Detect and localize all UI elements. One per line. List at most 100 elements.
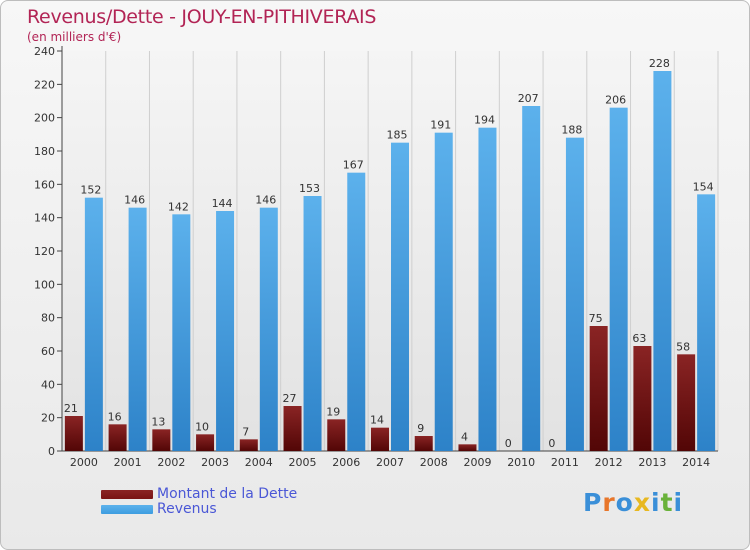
x-tick-label: 2011 bbox=[551, 456, 579, 469]
bar-dette bbox=[108, 424, 127, 451]
value-label-dette: 14 bbox=[370, 414, 384, 427]
bar-revenus bbox=[303, 196, 322, 451]
x-tick-label: 2008 bbox=[420, 456, 448, 469]
chart-title: Revenus/Dette - JOUY-EN-PITHIVERAIS bbox=[27, 6, 377, 28]
value-label-dette: 75 bbox=[589, 312, 603, 325]
bar-revenus bbox=[172, 214, 191, 451]
legend-swatch-dette bbox=[101, 490, 153, 499]
bar-revenus bbox=[609, 107, 628, 452]
value-label-dette: 21 bbox=[64, 402, 78, 415]
bar-revenus bbox=[478, 127, 497, 452]
x-tick-label: 2000 bbox=[70, 456, 98, 469]
x-tick-label: 2002 bbox=[157, 456, 185, 469]
x-tick-label: 2009 bbox=[463, 456, 491, 469]
value-label-revenus: 144 bbox=[212, 197, 233, 210]
bar-dette bbox=[371, 427, 389, 451]
x-tick-label: 2003 bbox=[201, 456, 229, 469]
x-tick-label: 2006 bbox=[332, 456, 360, 469]
bar-revenus bbox=[697, 194, 716, 452]
value-label-dette: 0 bbox=[548, 437, 555, 450]
value-label-revenus: 153 bbox=[299, 182, 320, 195]
x-tick-label: 2012 bbox=[595, 456, 623, 469]
y-tick-label: 20 bbox=[41, 412, 55, 425]
value-label-revenus: 146 bbox=[124, 194, 145, 207]
logo-letter: i bbox=[673, 488, 684, 517]
y-tick-label: 100 bbox=[34, 278, 55, 291]
bar-dette bbox=[239, 439, 258, 451]
value-label-revenus: 142 bbox=[168, 200, 189, 213]
legend-swatch-revenus bbox=[101, 505, 153, 514]
bar-revenus bbox=[259, 207, 278, 451]
y-tick-label: 40 bbox=[41, 378, 55, 391]
logo-letter: t bbox=[660, 488, 674, 517]
bar-dette bbox=[152, 429, 171, 451]
logo-letter: r bbox=[602, 488, 616, 517]
value-label-dette: 58 bbox=[676, 340, 690, 353]
bar-dette bbox=[64, 416, 83, 451]
bar-dette bbox=[677, 354, 696, 451]
bar-dette bbox=[196, 434, 215, 451]
value-label-revenus: 207 bbox=[518, 92, 539, 105]
logo-letter: o bbox=[615, 488, 634, 517]
bar-revenus bbox=[347, 172, 366, 451]
y-tick-label: 160 bbox=[34, 178, 55, 191]
value-label-dette: 9 bbox=[417, 422, 424, 435]
value-label-dette: 27 bbox=[283, 392, 297, 405]
value-label-revenus: 152 bbox=[80, 184, 101, 197]
bar-dette bbox=[327, 419, 346, 451]
bar-revenus bbox=[653, 71, 672, 451]
value-label-dette: 10 bbox=[195, 420, 209, 433]
y-tick-label: 80 bbox=[41, 312, 55, 325]
value-label-revenus: 191 bbox=[430, 119, 451, 132]
logo-letter: P bbox=[583, 488, 603, 517]
proxiti-logo: Proxiti bbox=[583, 488, 683, 517]
x-tick-label: 2014 bbox=[682, 456, 710, 469]
bar-revenus bbox=[84, 197, 103, 451]
x-tick-label: 2007 bbox=[376, 456, 404, 469]
legend-label-dette: Montant de la Dette bbox=[157, 486, 298, 502]
bar-dette bbox=[589, 326, 608, 451]
value-label-dette: 4 bbox=[461, 430, 468, 443]
x-tick-label: 2001 bbox=[114, 456, 142, 469]
bar-revenus bbox=[434, 132, 453, 451]
value-label-revenus: 146 bbox=[255, 194, 276, 207]
value-label-revenus: 167 bbox=[343, 159, 364, 172]
y-tick-label: 60 bbox=[41, 345, 55, 358]
bar-dette bbox=[283, 406, 302, 451]
chart-subtitle: (en milliers d'€) bbox=[27, 30, 122, 44]
bar-revenus bbox=[522, 106, 541, 451]
x-tick-label: 2004 bbox=[245, 456, 273, 469]
x-tick-label: 2005 bbox=[289, 456, 317, 469]
legend-label-revenus: Revenus bbox=[157, 501, 217, 517]
y-tick-label: 240 bbox=[34, 45, 55, 58]
value-label-dette: 63 bbox=[632, 332, 646, 345]
logo-letter: x bbox=[633, 488, 651, 517]
x-tick-label: 2010 bbox=[507, 456, 535, 469]
value-label-revenus: 194 bbox=[474, 114, 495, 127]
bar-revenus bbox=[565, 137, 584, 451]
value-label-dette: 7 bbox=[242, 425, 249, 438]
bar-revenus bbox=[128, 207, 147, 451]
y-tick-label: 180 bbox=[34, 145, 55, 158]
bar-dette bbox=[414, 436, 433, 451]
y-tick-label: 0 bbox=[48, 445, 55, 458]
value-label-dette: 16 bbox=[108, 410, 122, 423]
bar-revenus bbox=[216, 211, 235, 451]
x-tick-label: 2013 bbox=[638, 456, 666, 469]
value-label-revenus: 206 bbox=[605, 94, 626, 107]
value-label-revenus: 188 bbox=[561, 124, 582, 137]
value-label-revenus: 185 bbox=[387, 129, 408, 142]
bar-dette bbox=[458, 444, 477, 451]
y-tick-label: 140 bbox=[34, 212, 55, 225]
logo-letter: i bbox=[651, 488, 661, 517]
value-label-revenus: 154 bbox=[693, 180, 714, 193]
value-label-dette: 19 bbox=[326, 405, 340, 418]
y-tick-label: 220 bbox=[34, 78, 55, 91]
value-label-dette: 0 bbox=[505, 437, 512, 450]
plot-area bbox=[62, 51, 718, 451]
y-tick-label: 200 bbox=[34, 112, 55, 125]
bar-revenus bbox=[391, 142, 409, 451]
value-label-revenus: 228 bbox=[649, 57, 670, 70]
